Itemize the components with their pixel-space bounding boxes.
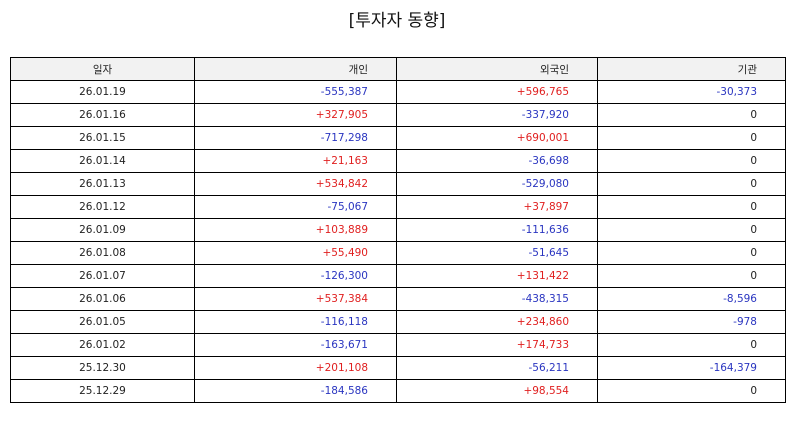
cell-institution: 0 <box>597 333 786 357</box>
table-header-row: 일자 개인 외국인 기관 <box>10 57 786 81</box>
cell-date: 26.01.13 <box>10 172 195 196</box>
table-row: 26.01.16 +327,905 -337,920 0 <box>10 103 786 127</box>
cell-individual: +21,163 <box>194 149 397 173</box>
table-row: 26.01.02 -163,671 +174,733 0 <box>10 333 786 357</box>
cell-institution: 0 <box>597 103 786 127</box>
cell-individual: +534,842 <box>194 172 397 196</box>
cell-foreign: +234,860 <box>396 310 598 334</box>
cell-date: 26.01.12 <box>10 195 195 219</box>
cell-institution: 0 <box>597 379 786 403</box>
cell-institution: 0 <box>597 172 786 196</box>
cell-date: 26.01.19 <box>10 80 195 104</box>
table-row: 25.12.30 +201,108 -56,211 -164,379 <box>10 356 786 380</box>
cell-institution: 0 <box>597 218 786 242</box>
table-row: 26.01.07 -126,300 +131,422 0 <box>10 264 786 288</box>
cell-institution: 0 <box>597 264 786 288</box>
cell-foreign: +596,765 <box>396 80 598 104</box>
column-header-date: 일자 <box>10 57 195 81</box>
cell-foreign: -36,698 <box>396 149 598 173</box>
cell-date: 26.01.02 <box>10 333 195 357</box>
cell-individual: +327,905 <box>194 103 397 127</box>
cell-institution: 0 <box>597 149 786 173</box>
cell-foreign: +131,422 <box>396 264 598 288</box>
cell-foreign: -51,645 <box>396 241 598 265</box>
cell-foreign: -111,636 <box>396 218 598 242</box>
cell-institution: -8,596 <box>597 287 786 311</box>
table-row: 26.01.09 +103,889 -111,636 0 <box>10 218 786 242</box>
cell-institution: -30,373 <box>597 80 786 104</box>
cell-date: 26.01.08 <box>10 241 195 265</box>
cell-individual: -717,298 <box>194 126 397 150</box>
cell-date: 26.01.14 <box>10 149 195 173</box>
cell-date: 26.01.16 <box>10 103 195 127</box>
cell-date: 25.12.30 <box>10 356 195 380</box>
investor-trend-table: 일자 개인 외국인 기관 26.01.19 -555,387 +596,765 -30… <box>10 57 786 403</box>
cell-individual: -163,671 <box>194 333 397 357</box>
cell-foreign: -529,080 <box>396 172 598 196</box>
cell-individual: +103,889 <box>194 218 397 242</box>
cell-individual: +55,490 <box>194 241 397 265</box>
cell-foreign: +37,897 <box>396 195 598 219</box>
cell-individual: +537,384 <box>194 287 397 311</box>
table-row: 26.01.08 +55,490 -51,645 0 <box>10 241 786 265</box>
cell-foreign: -56,211 <box>396 356 598 380</box>
page-title: [투자자 동향] <box>348 11 446 31</box>
table-body: 26.01.19 -555,387 +596,765 -30,373 26.01.16 +… <box>10 80 786 403</box>
cell-institution: 0 <box>597 241 786 265</box>
cell-date: 26.01.09 <box>10 218 195 242</box>
cell-foreign: -337,920 <box>396 103 598 127</box>
table-row: 26.01.13 +534,842 -529,080 0 <box>10 172 786 196</box>
table-row: 25.12.29 -184,586 +98,554 0 <box>10 379 786 403</box>
cell-date: 26.01.05 <box>10 310 195 334</box>
cell-date: 25.12.29 <box>10 379 195 403</box>
cell-foreign: +690,001 <box>396 126 598 150</box>
column-header-foreign: 외국인 <box>396 57 598 81</box>
table-row: 26.01.15 -717,298 +690,001 0 <box>10 126 786 150</box>
table-row: 26.01.05 -116,118 +234,860 -978 <box>10 310 786 334</box>
table-row: 26.01.14 +21,163 -36,698 0 <box>10 149 786 173</box>
column-header-institution: 기관 <box>597 57 786 81</box>
cell-foreign: +98,554 <box>396 379 598 403</box>
cell-foreign: +174,733 <box>396 333 598 357</box>
cell-date: 26.01.07 <box>10 264 195 288</box>
cell-foreign: -438,315 <box>396 287 598 311</box>
cell-institution: 0 <box>597 126 786 150</box>
cell-individual: -555,387 <box>194 80 397 104</box>
cell-institution: -164,379 <box>597 356 786 380</box>
cell-institution: 0 <box>597 195 786 219</box>
cell-individual: +201,108 <box>194 356 397 380</box>
table-row: 26.01.19 -555,387 +596,765 -30,373 <box>10 80 786 104</box>
table-row: 26.01.06 +537,384 -438,315 -8,596 <box>10 287 786 311</box>
cell-date: 26.01.15 <box>10 126 195 150</box>
cell-date: 26.01.06 <box>10 287 195 311</box>
cell-individual: -75,067 <box>194 195 397 219</box>
column-header-individual: 개인 <box>194 57 397 81</box>
cell-individual: -116,118 <box>194 310 397 334</box>
cell-institution: -978 <box>597 310 786 334</box>
table-row: 26.01.12 -75,067 +37,897 0 <box>10 195 786 219</box>
cell-individual: -184,586 <box>194 379 397 403</box>
cell-individual: -126,300 <box>194 264 397 288</box>
